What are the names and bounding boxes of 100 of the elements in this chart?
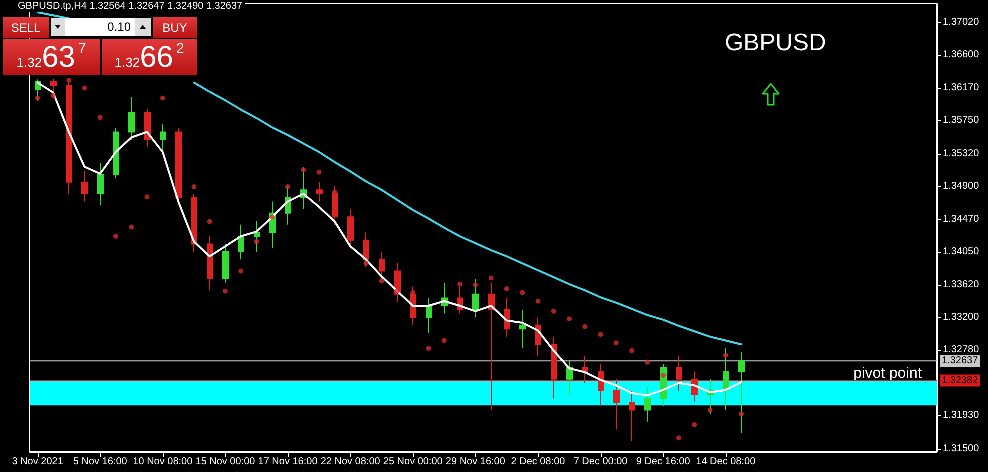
x-tick-label: 22 Nov 08:00 [320,456,381,468]
candlestick [160,124,166,152]
x-tick-label: 17 Nov 16:00 [258,456,318,468]
point [316,170,322,175]
y-tick-label: 1.34470 [943,214,980,226]
point [144,194,150,200]
candlestick [144,108,151,148]
candlestick [254,220,260,252]
candlestick [128,96,135,140]
x-tick-label: 25 Nov 00:00 [383,456,444,468]
line-series [36,82,743,397]
annotation: 0.10 [106,20,132,34]
candlestick [81,170,88,202]
candlestick [394,263,401,303]
x-tick-label: 29 Nov 16:00 [446,456,506,468]
point [458,282,463,287]
candlestick [97,162,104,206]
point [192,184,197,190]
y-tick-label: 1.35320 [943,148,980,160]
point [692,422,698,428]
annotation: GBPUSD.tp,H4 1.32564 1.32647 1.32490 1.32637 [16,1,245,12]
candlestick [347,208,354,249]
point [614,340,619,346]
point [176,140,182,145]
candlestick [316,182,323,202]
candlestick [644,386,651,422]
point [35,96,40,101]
ref-line-label: 1.32637 [942,356,979,367]
point [473,282,478,288]
point [348,229,354,234]
point [410,290,416,296]
candlestick [566,360,573,396]
point [660,373,666,378]
candlestick [472,278,479,318]
candlestick [113,128,119,180]
x-tick-label: 2 Dec 08:00 [511,456,566,468]
point [238,268,244,274]
point [301,168,306,173]
candlestick [175,128,182,206]
annotation: 1.3266$^{2}$ [114,40,184,74]
point [582,324,588,330]
x-tick-label: 3 Nov 2021 [12,456,64,468]
candlestick [410,286,416,326]
point [536,298,541,304]
candlestick [207,236,213,292]
point [426,346,432,351]
candlestick [629,390,635,442]
y-tick-label: 1.31930 [943,410,980,422]
ref-line-label: 1.32382 [942,375,979,386]
text: GBPUSD [725,30,826,56]
y-tick-label: 1.36600 [943,49,980,60]
point [129,224,134,230]
point [551,308,556,314]
annotation: SELL [3,17,49,38]
point [364,261,369,266]
y-tick-label: 1.36170 [943,82,980,94]
point [222,288,228,294]
point [567,316,572,322]
point [598,332,604,338]
point [630,348,635,354]
annotation: BUY [153,17,197,38]
point [504,286,510,292]
x-tick-label: 10 Nov 08:00 [133,456,194,468]
y-tick-label: 1.31500 [943,443,980,454]
candlestick [191,194,197,252]
candlestick [50,78,57,98]
point [98,115,103,120]
point [520,290,526,296]
point [50,93,56,98]
candlestick [519,309,526,349]
y-tick-label: 1.37020 [943,17,980,28]
point [379,278,384,284]
y-tick-label: 1.32780 [943,344,980,356]
point [723,352,728,358]
band-label: pivot point [854,364,923,382]
y-tick-label: 1.35750 [943,115,980,126]
y-tick-label: 1.33620 [943,280,980,291]
x-tick-label: 15 Nov 00:00 [196,456,256,468]
y-tick-label: 1.34050 [943,246,980,258]
point [645,360,650,365]
candlestick [723,348,729,411]
candlestick [363,232,369,268]
point [442,338,447,344]
point [676,436,682,441]
point [254,239,260,244]
candlestick [738,352,745,434]
point [488,276,494,281]
point [708,408,713,413]
candlestick [238,224,244,260]
point [332,190,338,195]
point [270,214,275,220]
x-tick-label: 9 Dec 16:00 [636,456,691,468]
point [160,96,166,101]
point [66,78,72,83]
x-tick-label: 14 Dec 08:00 [696,456,756,468]
candlestick [426,298,432,334]
y-tick-label: 1.33200 [943,312,980,324]
y-tick-label: 1.34900 [943,180,980,192]
x-tick-label: 5 Nov 16:00 [73,456,128,468]
point [286,184,291,190]
